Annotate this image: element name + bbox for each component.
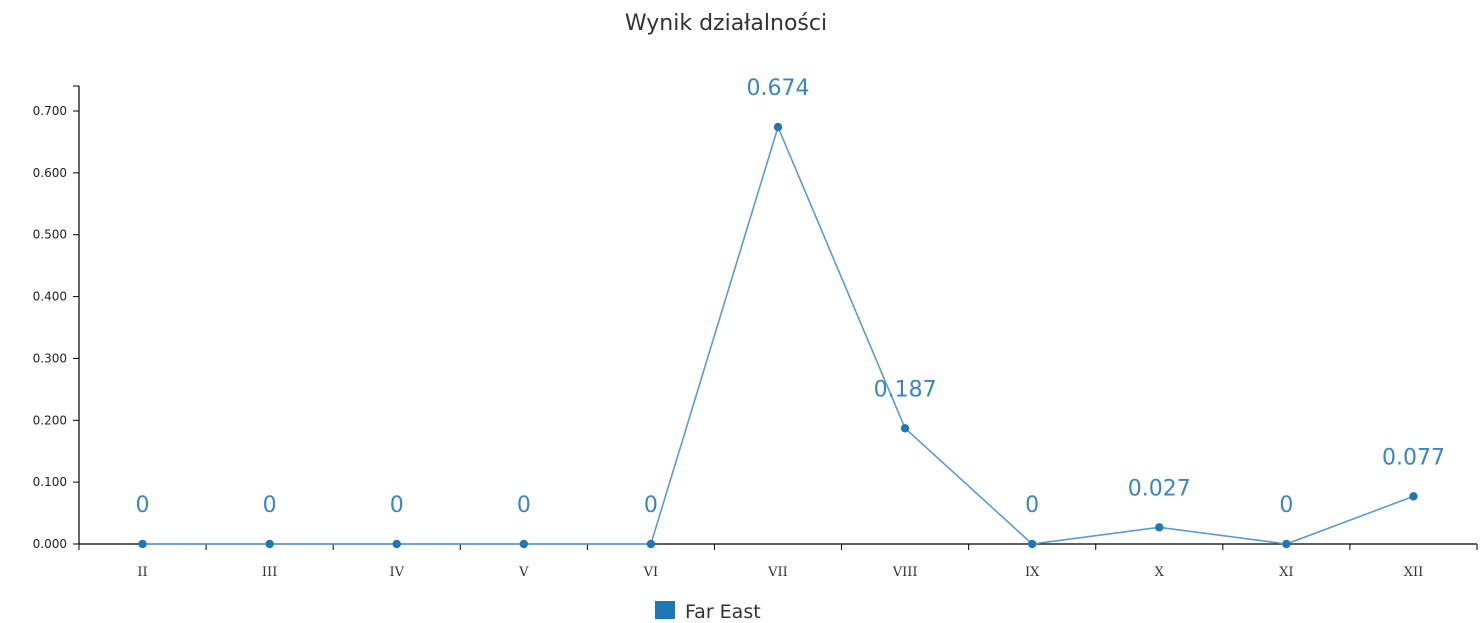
- data-label: 0: [644, 493, 658, 518]
- data-point: [900, 424, 910, 433]
- data-label: 0: [263, 493, 277, 518]
- x-tick-label: XI: [1279, 565, 1293, 580]
- data-label: 0: [1025, 493, 1039, 518]
- x-tick-label: IX: [1025, 565, 1040, 580]
- y-tick-label: 0.400: [33, 290, 67, 304]
- data-point: [1027, 539, 1037, 549]
- data-point: [773, 122, 783, 132]
- data-point: [1409, 492, 1418, 501]
- x-tick-label: II: [137, 565, 147, 580]
- data-label: 0.187: [874, 377, 937, 402]
- y-tick-label: 0.000: [33, 537, 67, 551]
- y-tick-label: 0.300: [33, 351, 67, 365]
- data-label: 0: [136, 493, 150, 518]
- data-label: 0.027: [1128, 476, 1191, 501]
- chart-title: Wynik działalności: [625, 11, 827, 36]
- x-tick-label: V: [518, 565, 529, 580]
- legend-label: Far East: [685, 601, 761, 623]
- x-axis: II III IV V VI VII VIII IX X XI XII: [78, 543, 1478, 580]
- x-tick-label: III: [262, 565, 277, 580]
- data-point: [646, 539, 656, 549]
- y-axis: 0.000 0.100 0.200 0.300 0.400 0.500 0.600 0.700: [33, 85, 80, 551]
- data-label: 0: [1279, 493, 1293, 518]
- data-label: 0.077: [1382, 445, 1445, 470]
- x-tick-label: XII: [1404, 565, 1424, 580]
- legend: Far East: [655, 601, 761, 623]
- x-tick-label: IV: [389, 565, 404, 580]
- data-point: [392, 539, 401, 549]
- data-label: 0: [390, 493, 404, 518]
- x-tick-label: X: [1155, 565, 1165, 580]
- data-point: [519, 539, 529, 549]
- y-tick-label: 0.500: [33, 228, 67, 242]
- y-tick-label: 0.200: [33, 413, 67, 427]
- x-tick-label: VII: [767, 565, 788, 580]
- x-tick-label: VI: [643, 565, 659, 580]
- data-label: 0.674: [747, 76, 810, 101]
- y-tick-label: 0.100: [33, 475, 67, 489]
- data-label: 0: [517, 493, 531, 518]
- series-far-east: 0 0 0 0 0 0.674 0.187 0 0.027 0 0.077: [136, 76, 1445, 549]
- data-point: [1155, 523, 1164, 532]
- data-point: [138, 539, 147, 549]
- data-point: [1282, 539, 1291, 549]
- y-tick-label: 0.600: [33, 166, 67, 180]
- x-tick-label: VIII: [892, 565, 918, 580]
- series-line: [142, 124, 1414, 545]
- legend-swatch: [655, 601, 675, 619]
- y-tick-label: 0.700: [33, 104, 67, 118]
- data-point: [265, 539, 274, 549]
